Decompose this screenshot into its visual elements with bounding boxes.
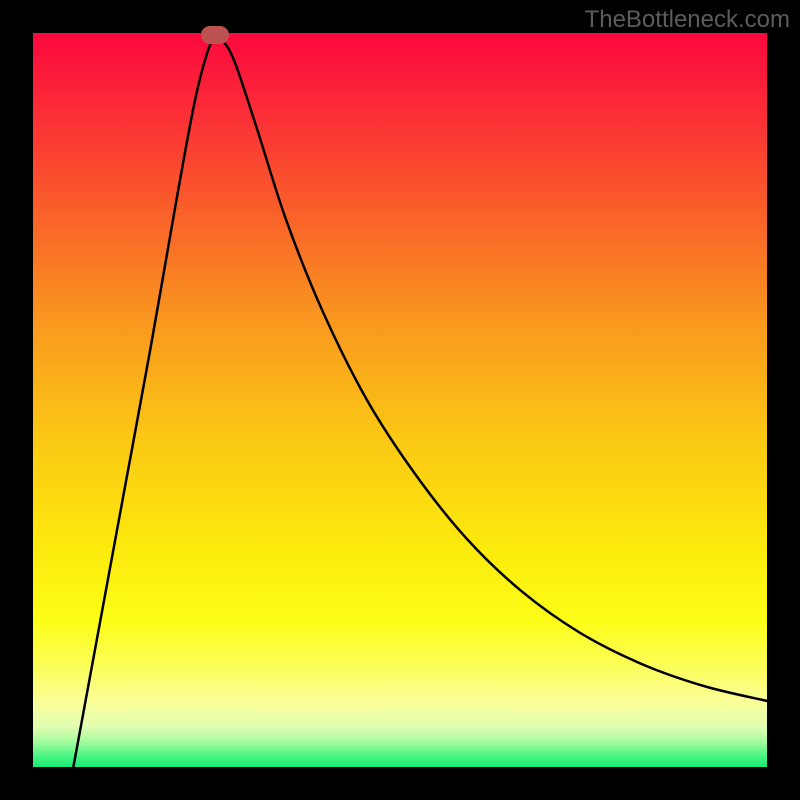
bottleneck-curve	[33, 33, 767, 767]
plot-area	[33, 33, 767, 767]
watermark-text: TheBottleneck.com	[585, 6, 790, 34]
chart-container: TheBottleneck.com	[0, 0, 800, 800]
optimal-point-marker	[201, 26, 229, 44]
